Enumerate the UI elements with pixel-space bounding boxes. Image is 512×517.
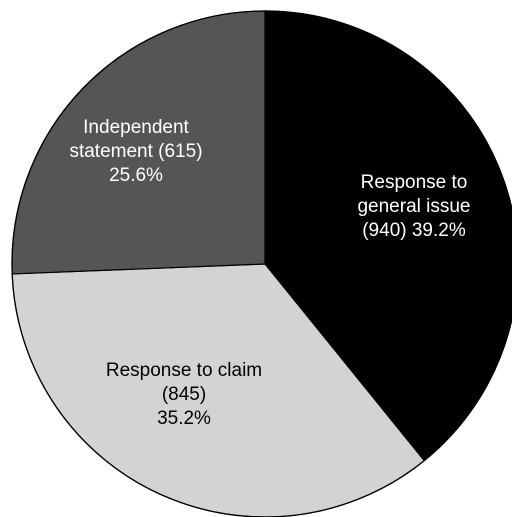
slice-label-line: 25.6% xyxy=(109,165,163,186)
slice-label-line: Response to xyxy=(361,172,468,193)
slice-label-independent-statement: Independent statement (615) 25.6% xyxy=(69,117,202,186)
slice-label-line: Response to claim xyxy=(106,360,262,381)
slice-label-line: Independent xyxy=(83,117,189,138)
slice-label-line: statement (615) xyxy=(69,141,202,162)
slice-label-line: (845) xyxy=(162,384,206,405)
slices-layer xyxy=(11,10,512,517)
slice-label-line: (940) 39.2% xyxy=(362,220,466,241)
slice-label-response-to-claim: Response to claim (845) 35.2% xyxy=(106,360,262,429)
labels-layer: Response to general issue (940) 39.2%Respo… xyxy=(69,117,470,429)
slice-label-line: general issue xyxy=(357,196,470,217)
slice-label-line: 35.2% xyxy=(157,408,211,429)
pie-outline xyxy=(11,10,512,517)
slice-label-response-to-general-issue: Response to general issue (940) 39.2% xyxy=(357,172,470,241)
